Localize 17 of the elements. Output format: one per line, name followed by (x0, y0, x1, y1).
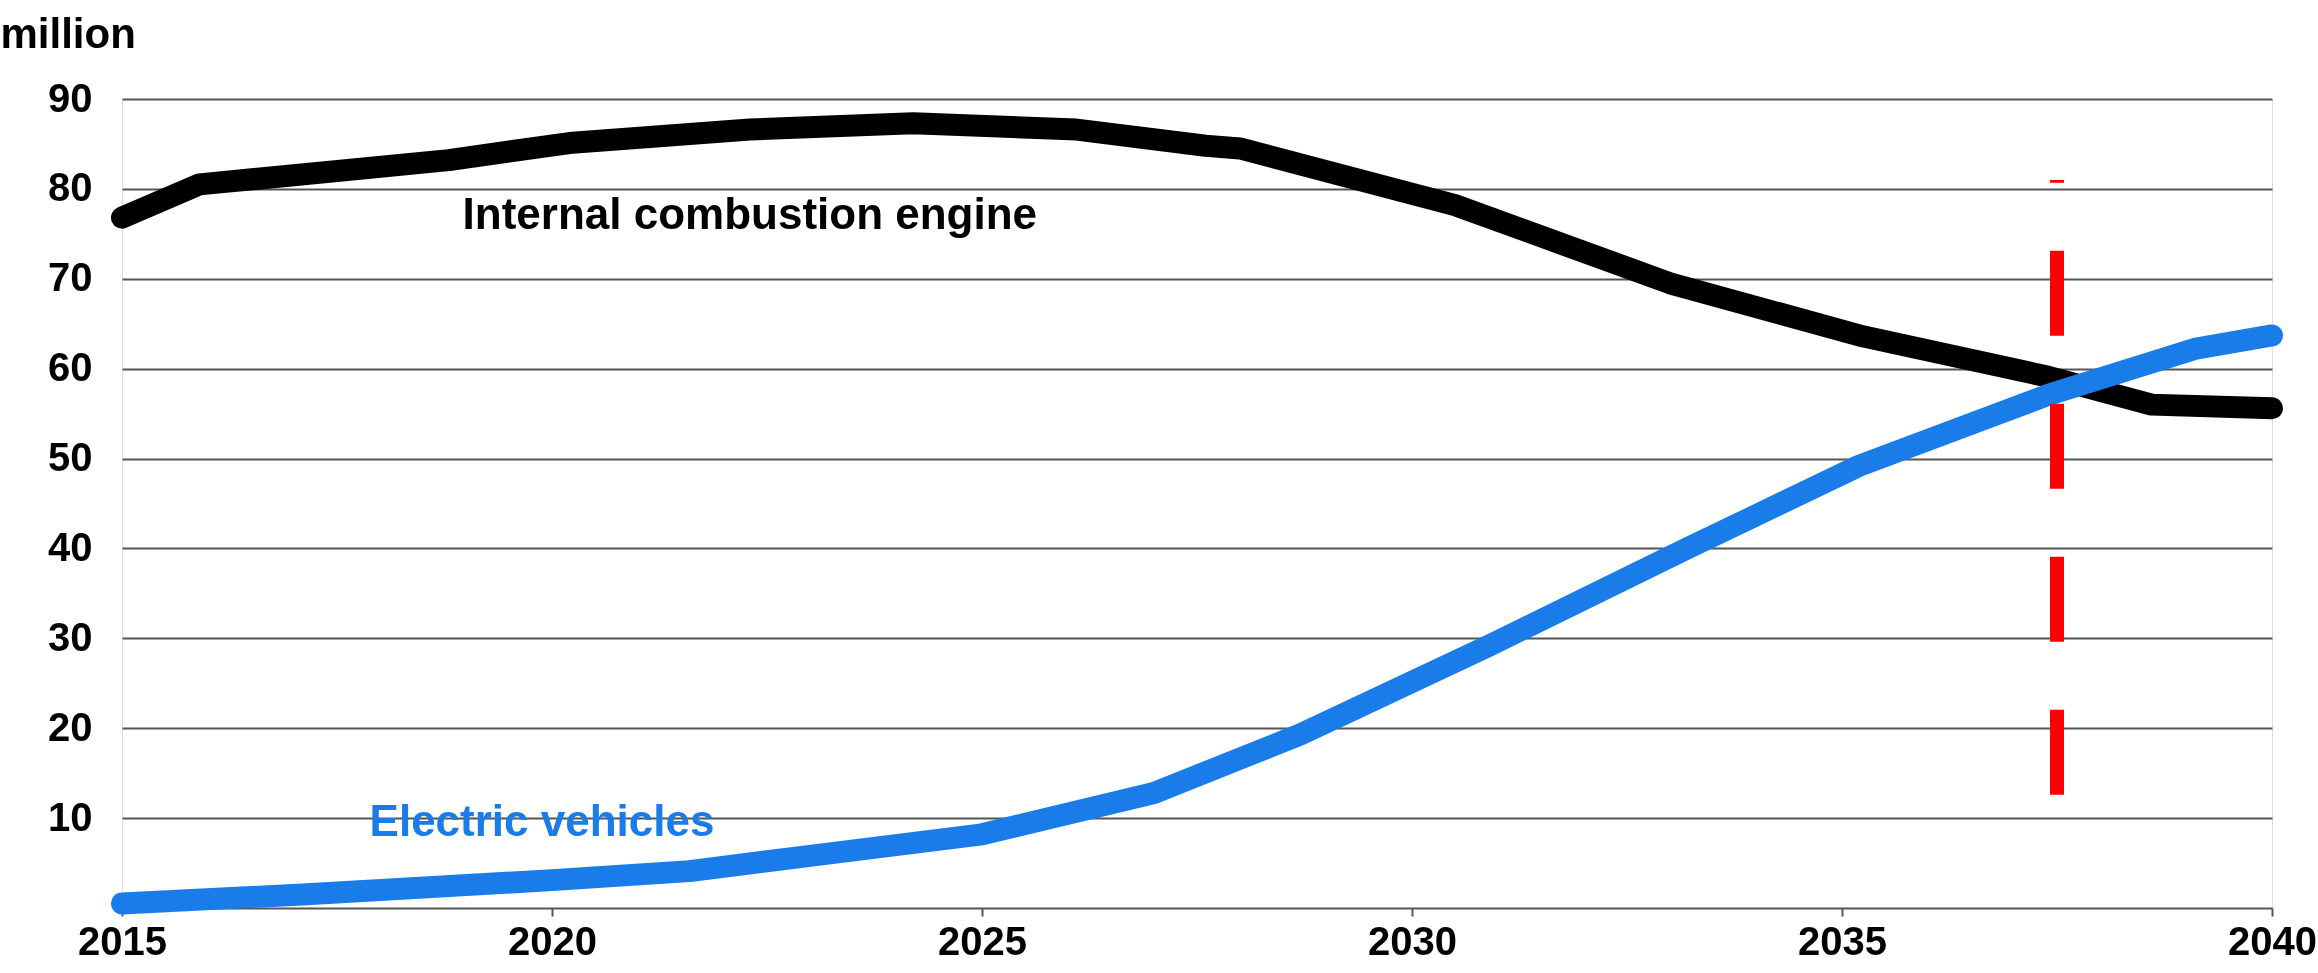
y-tick-label: 50 (48, 435, 93, 480)
y-tick-label: 70 (48, 255, 93, 300)
x-tick-label: 2025 (938, 918, 1027, 963)
y-tick-label: 60 (48, 345, 93, 390)
y-tick-label: 10 (48, 794, 93, 839)
y-axis-title: million (0, 9, 136, 57)
x-tick-label: 2020 (508, 918, 597, 963)
y-tick-label: 80 (48, 165, 93, 210)
y-tick-label: 90 (48, 75, 93, 120)
x-tick-label: 2035 (1798, 918, 1887, 963)
y-tick-label: 40 (48, 524, 93, 569)
series-label: Internal combustion engine (462, 188, 1038, 238)
x-tick-label: 2030 (1368, 918, 1457, 963)
y-tick-label: 20 (48, 704, 93, 749)
y-tick-label: 30 (48, 614, 93, 659)
x-tick-label: 2040 (2228, 918, 2317, 963)
x-tick-label: 2015 (78, 918, 167, 963)
